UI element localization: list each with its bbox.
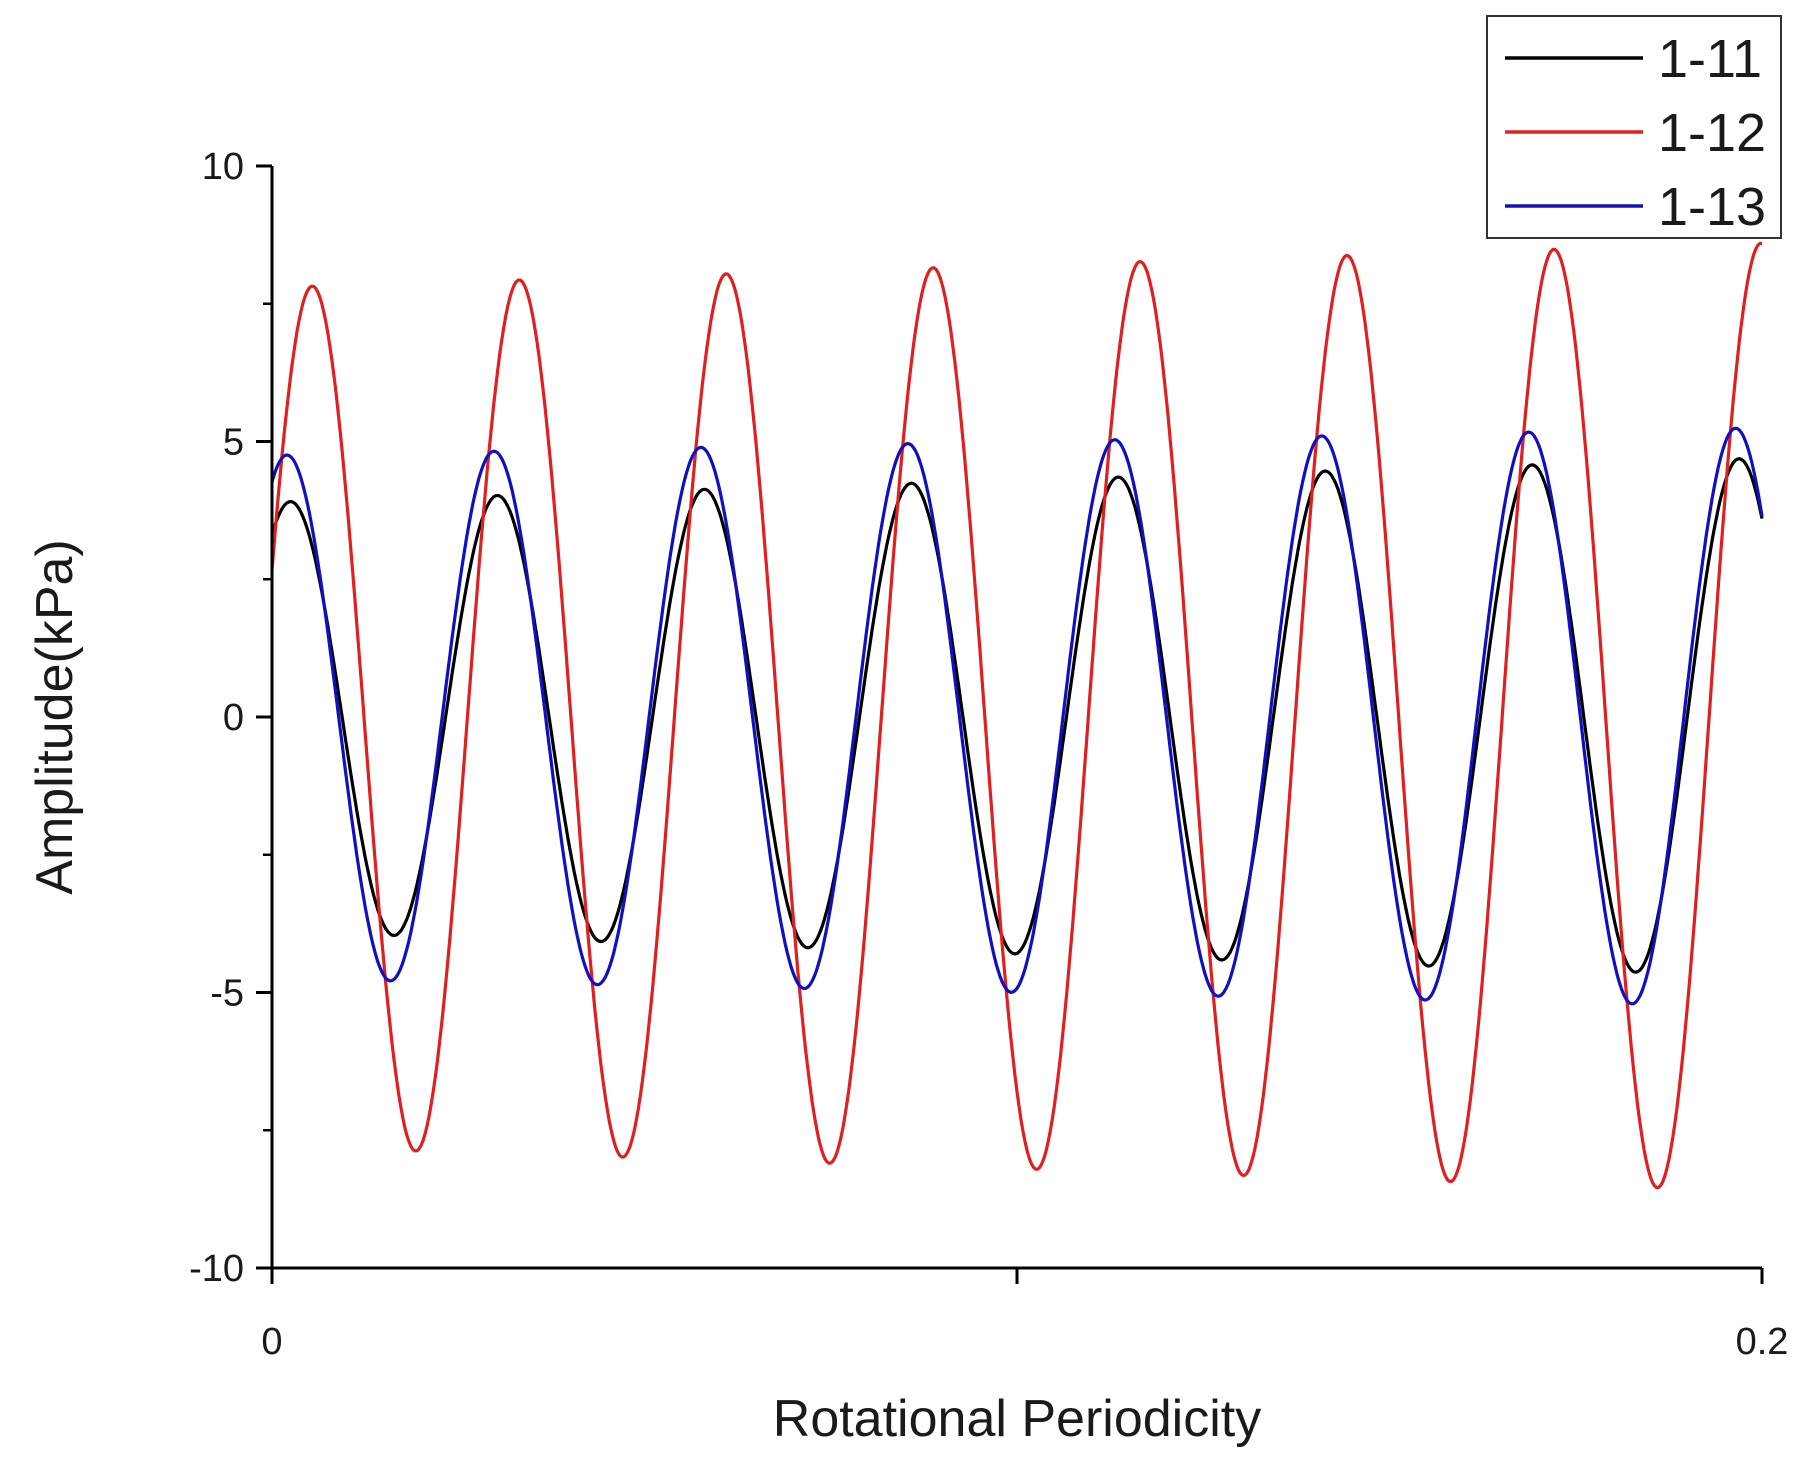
x-tick-label: 0.2 xyxy=(1736,1321,1789,1363)
plot-lines xyxy=(270,241,1764,1190)
series-line-1-13 xyxy=(270,426,1764,1006)
axes: 10 5 0 -5 -10 0 0.2 Rotational Periodicity Ampli… xyxy=(26,146,1788,1448)
y-tick-label: -5 xyxy=(210,973,244,1015)
series-line-1-12 xyxy=(270,241,1762,1190)
x-tick-label: 0 xyxy=(261,1321,282,1363)
legend-box xyxy=(1486,15,1782,239)
series-line-1-11 xyxy=(270,457,1764,974)
legend-label-1-12: 1-12 xyxy=(1658,103,1766,163)
legend-label-1-13: 1-13 xyxy=(1658,177,1766,237)
legend: 1-11 1-12 1-13 xyxy=(1486,15,1782,239)
y-tick-label: -10 xyxy=(189,1248,244,1290)
y-tick-label: 10 xyxy=(202,146,244,188)
y-tick-label: 0 xyxy=(223,697,244,739)
x-axis-title: Rotational Periodicity xyxy=(773,1390,1261,1448)
legend-label-1-11: 1-11 xyxy=(1658,29,1762,89)
y-axis-title: Amplitude(kPa) xyxy=(26,539,84,894)
y-tick-label: 5 xyxy=(223,422,244,464)
